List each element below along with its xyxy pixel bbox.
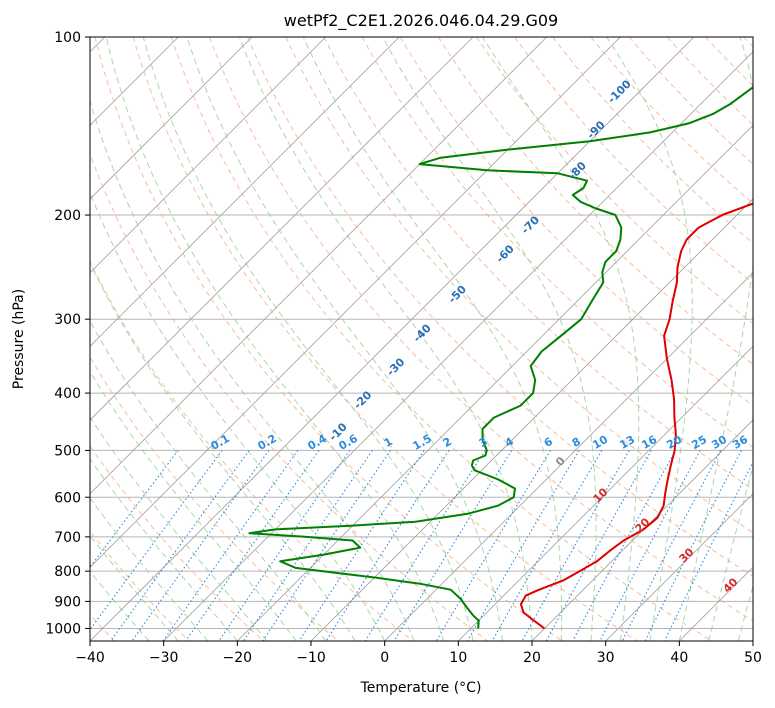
y-tick-label: 200 [54, 208, 81, 224]
x-tick-label: −40 [75, 650, 105, 666]
mixing-ratio-line [435, 450, 552, 641]
moist-adiabat-line [90, 458, 238, 641]
moist-adiabat-line [678, 37, 753, 641]
dry-adiabat-line [132, 37, 638, 641]
mixing-ratio-line [393, 450, 513, 641]
isotherm-line [90, 37, 400, 347]
moist-adiabat-line [737, 584, 753, 641]
x-axis-label: Temperature (°C) [360, 680, 482, 696]
chart-title: wetPf2_C2E1.2026.046.04.29.G09 [284, 11, 558, 31]
dry-adiabat-line [209, 37, 753, 622]
mixing-ratio-line [364, 450, 486, 641]
dry-adiabat-line [590, 37, 753, 205]
isotherm-line [90, 37, 621, 568]
y-tick-label: 800 [54, 564, 81, 580]
dewpoint-profile-line [248, 86, 753, 629]
moist-adiabat-line [90, 497, 209, 641]
plot-area: -100-90-80-70-60-50-40-30-20-100.1 0.2 0.4… [90, 37, 753, 641]
y-axis: 100 200 300 400 500 600 700 800 900 1000 [45, 30, 90, 637]
isotherm-line [531, 419, 753, 641]
mixing-ratio-lines [90, 450, 753, 641]
moist-adiabat-line [90, 320, 327, 641]
mixing-ratio-line [110, 450, 250, 641]
dry-adiabat-line [361, 37, 753, 448]
moist-adiabat-line [606, 37, 693, 641]
x-tick-label: −30 [149, 650, 179, 666]
dry-adiabat-line [90, 445, 264, 641]
moist-adiabat-line [105, 37, 445, 641]
dry-adiabat-line [94, 37, 563, 641]
moist-adiabat-line [382, 37, 597, 641]
mixing-ratio-line [325, 450, 450, 641]
moist-adiabat-line [302, 37, 563, 641]
dry-adiabat-line [476, 37, 753, 325]
dry-adiabat-line [170, 37, 712, 641]
y-tick-label: 100 [54, 30, 81, 46]
dry-adiabat-line [90, 260, 414, 641]
x-tick-label: 50 [744, 650, 762, 666]
isotherm-line [90, 37, 547, 495]
moist-adiabat-line [238, 37, 533, 641]
x-tick-label: −10 [296, 650, 326, 666]
y-tick-label: 600 [54, 490, 81, 506]
isotherm-line [90, 37, 253, 200]
moist-adiabat-line [186, 37, 503, 641]
isotherm-line [163, 51, 753, 641]
isotherm-line [605, 493, 753, 641]
mixing-ratio-line [545, 450, 652, 641]
y-tick-label: 500 [54, 443, 81, 459]
mixing-ratio-line [467, 450, 580, 641]
dry-adiabats [90, 37, 753, 641]
moist-adiabat-line [142, 37, 474, 641]
moist-adiabat-line [90, 416, 268, 641]
moist-adiabat-line [481, 37, 640, 641]
isobar-grid [90, 37, 753, 629]
x-axis: −40 −30 −20 −10 0 10 20 30 40 50 [75, 641, 762, 666]
moist-adiabat-line [90, 261, 356, 641]
dry-adiabat-line [399, 37, 753, 407]
mixing-ratio-line [572, 450, 676, 641]
mixing-ratio-line [185, 450, 320, 641]
moist-adiabat-line [90, 191, 386, 641]
dry-adiabat-line [628, 37, 753, 165]
isotherm-line [90, 37, 474, 421]
mixing-ratio-line [521, 450, 630, 641]
moist-adiabats [90, 37, 753, 641]
y-axis-label: Pressure (hPa) [11, 289, 27, 389]
moist-adiabat-line [90, 99, 415, 641]
mixing-ratio-line [218, 450, 351, 641]
x-tick-label: 10 [449, 650, 467, 666]
moist-adiabat-line [90, 370, 297, 641]
y-tick-label: 300 [54, 312, 81, 328]
plot-frame [89, 36, 754, 642]
isotherm-line [310, 198, 753, 641]
isotherm-line [90, 37, 695, 641]
dry-adiabat-line [514, 37, 753, 284]
mixing-ratio-line [599, 450, 701, 641]
y-tick-label: 400 [54, 386, 81, 402]
isotherm-line [384, 272, 753, 641]
temperature-profile-line [519, 202, 753, 630]
x-tick-label: 40 [670, 650, 688, 666]
x-tick-label: −20 [223, 650, 253, 666]
mixing-ratio-line [491, 450, 603, 641]
y-tick-label: 700 [54, 530, 81, 546]
mixing-ratio-line [162, 450, 299, 641]
mixing-ratio-line [621, 450, 722, 641]
x-tick-label: 30 [597, 650, 615, 666]
moist-adiabat-line [90, 534, 179, 641]
moist-adiabat-line [708, 464, 753, 641]
sounding-series [248, 86, 753, 630]
y-tick-label: 900 [54, 594, 81, 610]
x-tick-label: 0 [380, 650, 389, 666]
dry-adiabat-line [247, 37, 753, 577]
dry-adiabat-line [437, 37, 753, 365]
y-tick-label: 1000 [45, 621, 81, 637]
isotherm-line [90, 37, 326, 274]
mixing-ratio-line [90, 450, 223, 631]
x-tick-label: 20 [523, 650, 541, 666]
